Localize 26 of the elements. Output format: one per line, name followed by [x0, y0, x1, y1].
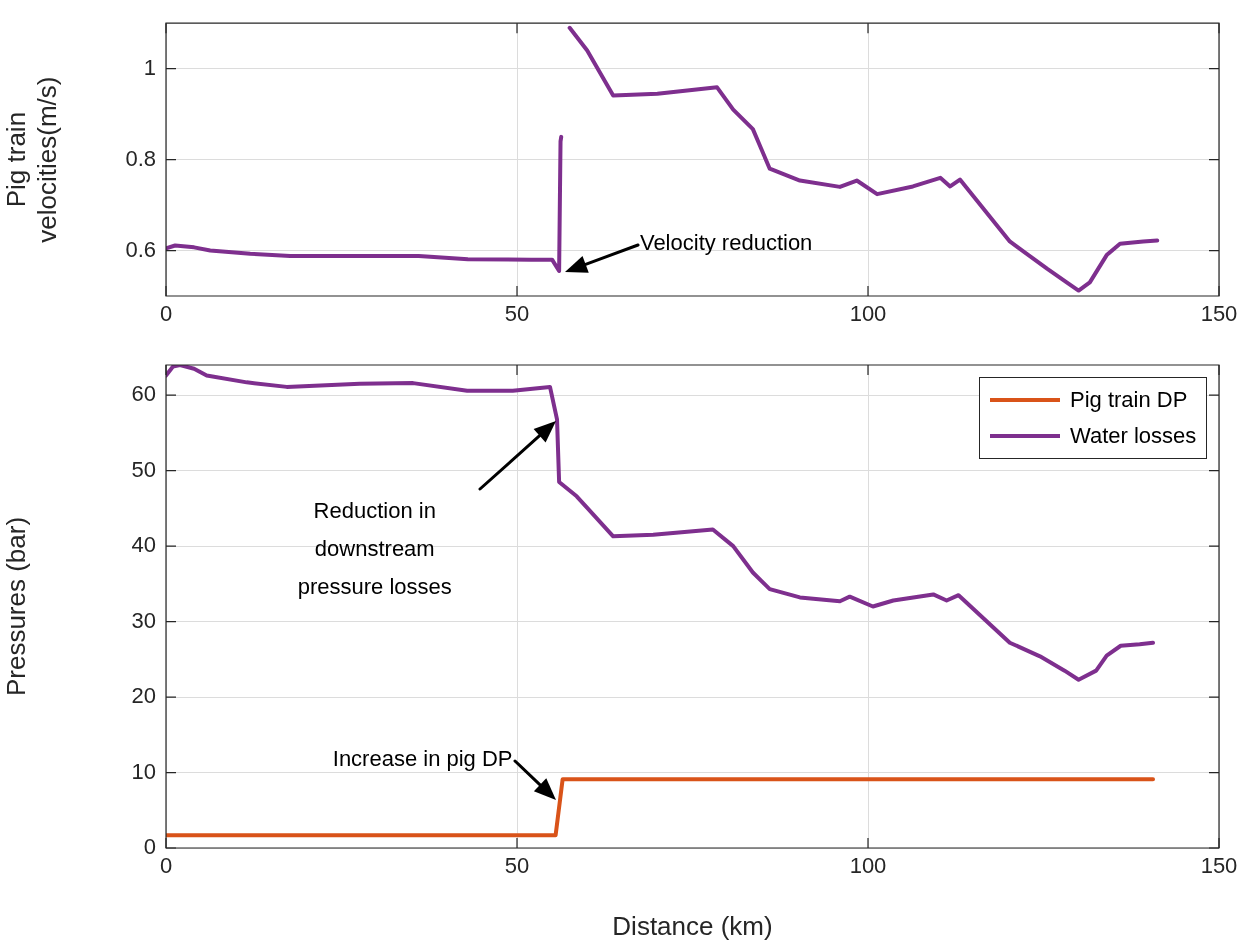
x-tick-label: 150: [1200, 301, 1238, 327]
y-axis-title: Pig train velocities(m/s): [0, 76, 62, 243]
y-tick-label: 0.6: [125, 236, 156, 262]
y-tick-label: 50: [131, 456, 156, 482]
y-tick-label: 60: [131, 381, 156, 407]
y-axis-title: Pressures (bar): [0, 516, 31, 697]
x-tick-label: 0: [159, 853, 173, 879]
x-tick-label: 100: [849, 301, 887, 327]
x-tick-label: 50: [504, 301, 530, 327]
x-axis-title: Distance (km): [612, 910, 773, 941]
x-tick-label: 150: [1200, 853, 1238, 879]
y-tick-label: 0: [143, 834, 156, 860]
annotation: Increase in pig DP: [332, 745, 513, 774]
x-tick-label: 0: [159, 301, 173, 327]
legend-label: Pig train DP: [1070, 387, 1188, 413]
y-tick-label: 40: [131, 532, 156, 558]
legend-label: Water losses: [1070, 423, 1197, 449]
annotation: Velocity reduction: [639, 229, 813, 257]
annotation: Reduction in downstream pressure losses: [296, 497, 453, 602]
y-tick-label: 10: [131, 758, 156, 784]
x-tick-label: 100: [849, 853, 887, 879]
y-tick-label: 1: [143, 54, 156, 80]
y-tick-label: 0.8: [125, 145, 156, 171]
y-tick-label: 30: [131, 607, 156, 633]
x-tick-label: 50: [504, 853, 530, 879]
y-tick-label: 20: [131, 683, 156, 709]
